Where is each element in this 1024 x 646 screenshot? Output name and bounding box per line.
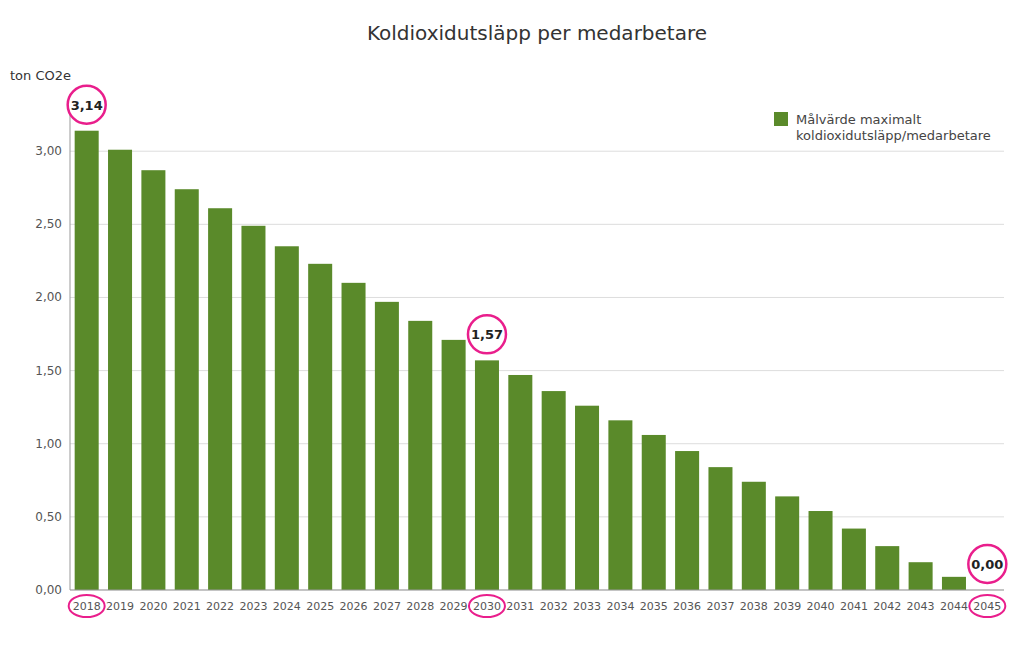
grid-line — [70, 590, 1004, 591]
x-tick-label: 2029 — [440, 600, 468, 613]
x-tick-label: 2022 — [206, 600, 234, 613]
x-tick-label: 2038 — [740, 600, 768, 613]
x-tick-label: 2021 — [173, 600, 201, 613]
legend-label-line: koldioxidutsläpp/medarbetare — [796, 128, 991, 143]
x-tick-label: 2045 — [973, 600, 1001, 613]
bar — [208, 208, 232, 590]
title: Koldioxidutsläpp per medarbetare — [367, 21, 707, 45]
bar — [575, 406, 599, 590]
bar — [909, 562, 933, 590]
legend-label: Målvärde maximaltkoldioxidutsläpp/medarb… — [796, 112, 991, 143]
legend-swatch — [774, 112, 788, 126]
bar — [342, 283, 366, 590]
x-tick-label: 2018 — [73, 600, 101, 613]
chart: Koldioxidutsläpp per medarbetare ton CO2e… — [0, 0, 1024, 646]
x-axis-line — [70, 590, 1004, 591]
annotation-circle — [968, 545, 1006, 583]
x-tick-label: 2035 — [640, 600, 668, 613]
bar — [775, 496, 799, 590]
bar — [542, 391, 566, 590]
annotation-circle — [468, 315, 506, 353]
x-tick-label: 2041 — [840, 600, 868, 613]
bar — [241, 226, 265, 590]
bars — [75, 131, 966, 590]
x-tick-label: 2039 — [773, 600, 801, 613]
bar — [642, 435, 666, 590]
x-tick-label: 2033 — [573, 600, 601, 613]
bar — [141, 170, 165, 590]
x-tick-label: 2019 — [106, 600, 134, 613]
x-tick-label: 2028 — [406, 600, 434, 613]
bar — [475, 360, 499, 590]
bar — [175, 189, 199, 590]
grid-line — [70, 151, 1004, 152]
bar — [809, 511, 833, 590]
x-tick-label: 2031 — [506, 600, 534, 613]
y-tick-label: 2,00 — [35, 290, 62, 304]
annotations: 3,14 1,57 0,00 — [68, 86, 1007, 617]
x-tick-label: 2020 — [139, 600, 167, 613]
y-tick-label: 0,00 — [35, 583, 62, 597]
bar — [942, 577, 966, 590]
x-tick-label: 2040 — [807, 600, 835, 613]
y-tick-label: 1,00 — [35, 437, 62, 451]
x-tick-label: 2026 — [340, 600, 368, 613]
x-tick-label: 2037 — [706, 600, 734, 613]
bar — [442, 340, 466, 590]
x-tick-label: 2023 — [239, 600, 267, 613]
x-tick-label: 2043 — [907, 600, 935, 613]
y-tick-label: 3,00 — [35, 144, 62, 158]
legend: Målvärde maximaltkoldioxidutsläpp/medarb… — [774, 112, 991, 143]
y-tick-label: 0,50 — [35, 510, 62, 524]
bar — [275, 246, 299, 590]
tick-highlight — [469, 595, 505, 617]
legend-label-line: Målvärde maximalt — [796, 112, 921, 127]
x-tick-label: 2042 — [873, 600, 901, 613]
bar — [608, 420, 632, 590]
bar — [375, 302, 399, 590]
annotation-circle — [68, 86, 106, 124]
bar — [742, 482, 766, 590]
grid — [70, 151, 1004, 590]
x-tick-label: 2032 — [540, 600, 568, 613]
tick-highlight — [69, 595, 105, 617]
y-tick-label: 2,50 — [35, 217, 62, 231]
x-tick-label: 2025 — [306, 600, 334, 613]
x-tick-label: 2027 — [373, 600, 401, 613]
x-tick-label: 2034 — [606, 600, 634, 613]
x-tick-label: 2044 — [940, 600, 968, 613]
x-tick-label: 2030 — [473, 600, 501, 613]
bar — [708, 467, 732, 590]
bar — [842, 529, 866, 590]
y-tick-label: 1,50 — [35, 364, 62, 378]
bar — [75, 131, 99, 590]
bar — [308, 264, 332, 590]
tick-highlight — [969, 595, 1005, 617]
y-axis-line — [70, 100, 71, 590]
bar — [675, 451, 699, 590]
y-axis-label: ton CO2e — [10, 68, 71, 83]
x-tick-label: 2024 — [273, 600, 301, 613]
bar — [108, 150, 132, 590]
bar — [875, 546, 899, 590]
bar — [408, 321, 432, 590]
annotation: 0,00 — [971, 557, 1003, 572]
x-tick-label: 2036 — [673, 600, 701, 613]
bar — [508, 375, 532, 590]
annotation: 1,57 — [471, 327, 503, 342]
annotation: 3,14 — [71, 98, 103, 113]
